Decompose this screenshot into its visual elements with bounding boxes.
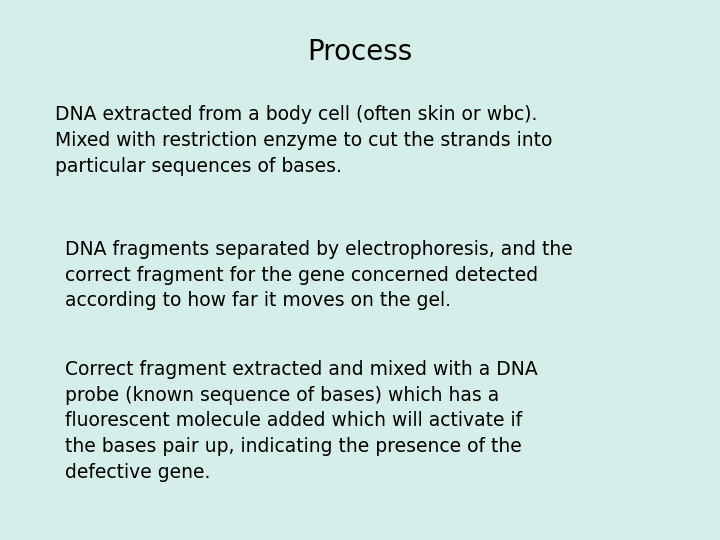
- Text: DNA extracted from a body cell (often skin or wbc).
Mixed with restriction enzym: DNA extracted from a body cell (often sk…: [55, 105, 552, 176]
- Text: DNA fragments separated by electrophoresis, and the
correct fragment for the gen: DNA fragments separated by electrophores…: [65, 240, 572, 310]
- Text: Process: Process: [307, 38, 413, 66]
- Text: Correct fragment extracted and mixed with a DNA
probe (known sequence of bases) : Correct fragment extracted and mixed wit…: [65, 360, 538, 482]
